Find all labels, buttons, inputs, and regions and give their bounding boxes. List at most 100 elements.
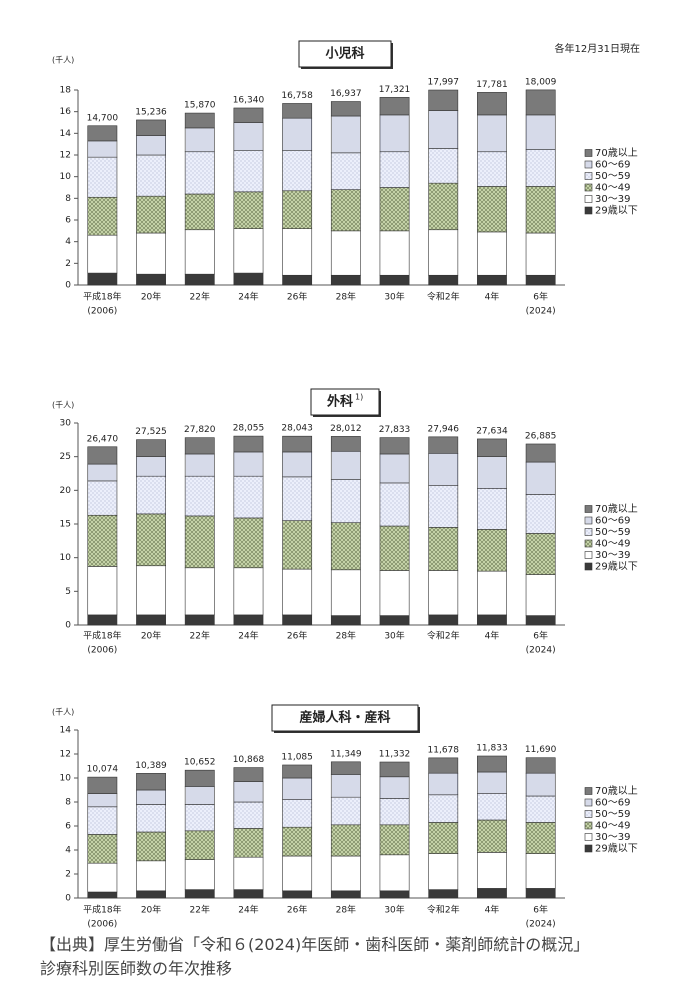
total-label: 14,700 bbox=[87, 113, 119, 123]
bar-segment bbox=[136, 773, 166, 791]
legend-swatch bbox=[584, 562, 593, 571]
x-tick-year: (2024) bbox=[526, 646, 556, 656]
bar-segment bbox=[428, 772, 459, 796]
bar-segment bbox=[477, 793, 507, 821]
y-tick-label: 20 bbox=[60, 486, 72, 496]
bar-segment bbox=[87, 862, 118, 893]
total-label: 15,870 bbox=[184, 101, 216, 111]
total-label: 17,781 bbox=[476, 80, 508, 90]
bar-segment bbox=[428, 110, 459, 149]
bar-segment bbox=[136, 154, 166, 197]
bar-segment bbox=[379, 890, 410, 899]
bar-segment bbox=[136, 860, 166, 892]
legend-swatch bbox=[584, 833, 593, 841]
bar-segment bbox=[477, 114, 507, 153]
bar-segment bbox=[477, 92, 507, 116]
bar-segment bbox=[282, 568, 313, 616]
legend-label: 30～39 bbox=[595, 550, 630, 561]
bar-segment bbox=[477, 570, 507, 616]
x-tick-label: 24年 bbox=[238, 291, 258, 303]
x-tick-label: 26年 bbox=[287, 291, 307, 303]
bar-segment bbox=[330, 450, 361, 480]
bar-segment bbox=[428, 853, 459, 890]
total-label: 27,634 bbox=[476, 426, 508, 436]
bar-segment bbox=[282, 451, 313, 478]
x-tick-label: 22年 bbox=[190, 904, 210, 916]
legend-swatch bbox=[584, 195, 593, 203]
legend-label: 40～49 bbox=[595, 183, 630, 194]
bar-segment bbox=[87, 196, 118, 236]
y-axis-label: (千人) bbox=[52, 400, 74, 410]
legend-swatch bbox=[584, 810, 593, 818]
y-tick-label: 8 bbox=[65, 194, 71, 204]
legend-swatch bbox=[584, 787, 593, 795]
bar-segment bbox=[87, 480, 118, 516]
bar-segment bbox=[136, 456, 166, 477]
bar-segment bbox=[233, 272, 264, 286]
x-tick-label: 26年 bbox=[287, 904, 307, 916]
x-tick-label: 4年 bbox=[485, 630, 500, 642]
bar-segment bbox=[525, 757, 556, 774]
bar-segment bbox=[379, 97, 410, 116]
total-label: 10,389 bbox=[135, 761, 167, 771]
bar-segment bbox=[87, 566, 118, 616]
bar-segment bbox=[379, 615, 410, 626]
bar-segment bbox=[282, 150, 313, 192]
bar-segment bbox=[233, 889, 264, 899]
bar-segment bbox=[379, 187, 410, 232]
bar-segment bbox=[136, 232, 166, 275]
bar-segment bbox=[330, 189, 361, 232]
x-tick-label: 22年 bbox=[190, 630, 210, 642]
bar-segment bbox=[330, 855, 361, 892]
bar-segment bbox=[282, 274, 313, 286]
bar-segment bbox=[87, 272, 118, 286]
bar-segment bbox=[379, 824, 410, 856]
bar-segment bbox=[184, 151, 215, 195]
legend-swatch bbox=[584, 183, 593, 192]
legend-label: 70歳以上 bbox=[595, 785, 638, 797]
x-tick-label: 20年 bbox=[141, 904, 161, 916]
bar-segment bbox=[184, 515, 215, 569]
bar-segment bbox=[477, 186, 507, 233]
bar-segment bbox=[233, 767, 264, 782]
bar-segment bbox=[233, 828, 264, 858]
bar-segment bbox=[428, 89, 459, 111]
bar-segment bbox=[233, 567, 264, 616]
legend-label: 30～39 bbox=[595, 832, 630, 843]
legend-swatch bbox=[584, 149, 593, 157]
x-tick-label: 6年 bbox=[533, 904, 548, 916]
y-tick-label: 16 bbox=[60, 107, 72, 117]
bar-segment bbox=[184, 193, 215, 231]
bar-segment bbox=[184, 769, 215, 787]
legend-swatch bbox=[584, 539, 593, 548]
total-label: 27,525 bbox=[135, 427, 167, 437]
bar-segment bbox=[525, 822, 556, 854]
bar-segment bbox=[477, 456, 507, 489]
y-tick-label: 6 bbox=[65, 216, 71, 226]
bar-segment bbox=[379, 761, 410, 778]
bar-segment bbox=[477, 488, 507, 530]
total-label: 27,833 bbox=[379, 425, 411, 435]
bar-segment bbox=[525, 772, 556, 797]
bar-segment bbox=[525, 149, 556, 187]
bar-segment bbox=[525, 795, 556, 823]
total-label: 16,937 bbox=[330, 89, 362, 99]
x-tick-label: 24年 bbox=[238, 630, 258, 642]
x-tick-year: (2006) bbox=[87, 920, 117, 930]
bar-segment bbox=[233, 451, 264, 477]
bar-segment bbox=[233, 435, 264, 453]
x-tick-label: 26年 bbox=[287, 630, 307, 642]
total-label: 26,470 bbox=[87, 434, 119, 444]
y-tick-label: 12 bbox=[60, 151, 71, 161]
bar-segment bbox=[136, 119, 166, 136]
bar-segment bbox=[379, 151, 410, 188]
x-tick-label: 28年 bbox=[336, 630, 356, 642]
y-tick-label: 15 bbox=[60, 520, 71, 530]
bar-segment bbox=[428, 274, 459, 286]
bar-segment bbox=[379, 482, 410, 527]
legend-swatch bbox=[584, 505, 593, 513]
x-tick-label: 6年 bbox=[533, 630, 548, 642]
legend-label: 70歳以上 bbox=[595, 503, 638, 515]
bar-segment bbox=[233, 801, 264, 829]
bar-segment bbox=[525, 114, 556, 150]
